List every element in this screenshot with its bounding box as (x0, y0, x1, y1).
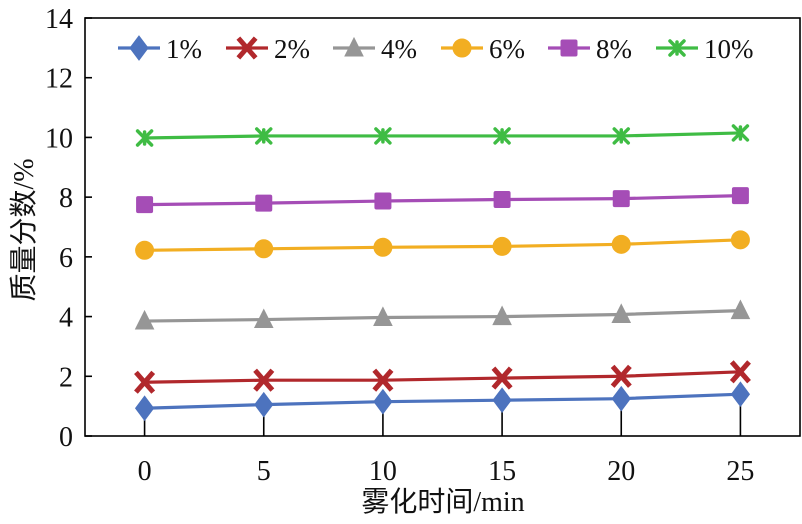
series-1 (134, 360, 751, 394)
data-point (134, 309, 155, 330)
data-point (253, 308, 274, 329)
legend-item: 1% (118, 34, 202, 64)
data-point (731, 124, 750, 142)
x-tick-label: 10 (369, 456, 397, 487)
legend-label: 6% (489, 34, 525, 64)
legend-label: 2% (274, 34, 310, 64)
series-line (144, 238, 741, 252)
data-point (255, 127, 273, 145)
y-tick-label: 6 (59, 243, 73, 274)
x-tick-labels: 0 5 10 15 20 25 (138, 456, 755, 487)
y-tick-label: 0 (59, 422, 73, 453)
legend-label: 8% (596, 34, 632, 64)
y-tick-label: 2 (59, 362, 73, 393)
data-point (136, 196, 154, 214)
data-point (729, 360, 751, 384)
data-point (373, 306, 393, 326)
y-tick-label: 4 (59, 303, 73, 334)
y-axis-label: 质量分数/% (8, 158, 40, 301)
x-tick-label: 5 (257, 456, 271, 487)
data-point (492, 387, 512, 414)
data-point (493, 191, 511, 209)
x-tick-label: 15 (488, 456, 516, 487)
series-4 (136, 187, 749, 214)
data-point (731, 187, 749, 205)
data-point (255, 194, 273, 212)
data-point (611, 234, 631, 254)
series-line (144, 131, 741, 140)
legend-marker (236, 36, 258, 60)
series-0 (134, 381, 751, 422)
y-tick-label: 10 (45, 123, 73, 154)
x-axis-label: 雾化时间/min (361, 486, 524, 518)
data-point (491, 366, 513, 390)
legend-marker (129, 35, 149, 61)
legend-marker (344, 36, 364, 57)
data-point (372, 368, 394, 392)
data-point (254, 239, 274, 259)
data-point (374, 127, 392, 145)
series-3 (135, 230, 750, 260)
data-point (610, 364, 632, 388)
x-tick-label: 20 (607, 456, 635, 487)
y-tick-label: 12 (45, 64, 73, 95)
series-2 (134, 299, 751, 330)
data-point (611, 385, 631, 412)
data-point (374, 192, 392, 210)
data-point (373, 237, 393, 257)
data-point (493, 127, 511, 145)
legend-item: 6% (441, 34, 525, 64)
data-point (373, 388, 393, 415)
data-point (134, 370, 156, 394)
data-point (135, 129, 154, 147)
x-tick-label: 0 (138, 456, 152, 487)
axis-ticks (85, 17, 92, 437)
series-line (144, 194, 741, 207)
legend-item: 4% (333, 34, 417, 64)
series-line (144, 392, 741, 410)
data-point (134, 395, 155, 422)
x-tick-label: 25 (726, 456, 754, 487)
data-point (730, 299, 751, 320)
legend: 1% 2% 4% 6% 8% 10% (118, 34, 754, 64)
series-line (144, 370, 741, 384)
series-5 (135, 124, 750, 147)
data-point (612, 127, 630, 145)
data-point (253, 368, 275, 392)
legend-label: 4% (381, 34, 417, 64)
data-point (611, 303, 632, 323)
series-line (144, 309, 741, 323)
data-point (254, 391, 274, 418)
legend-label: 1% (166, 34, 202, 64)
legend-item: 2% (226, 34, 310, 64)
plot-frame (84, 17, 801, 437)
data-point (730, 381, 751, 408)
data-point (612, 190, 630, 208)
legend-marker (668, 39, 686, 57)
series-layer (134, 124, 751, 422)
data-point (492, 236, 512, 256)
legend-marker (560, 39, 578, 57)
y-tick-labels: 0 2 4 6 8 10 12 14 (45, 4, 73, 453)
data-point (730, 230, 750, 250)
data-point (135, 240, 155, 260)
legend-item: 10% (656, 34, 754, 64)
legend-marker (452, 38, 472, 58)
data-point (492, 305, 512, 326)
legend-label: 10% (704, 34, 754, 64)
y-tick-label: 8 (59, 183, 73, 214)
y-tick-label: 14 (45, 4, 73, 35)
legend-item: 8% (548, 34, 632, 64)
